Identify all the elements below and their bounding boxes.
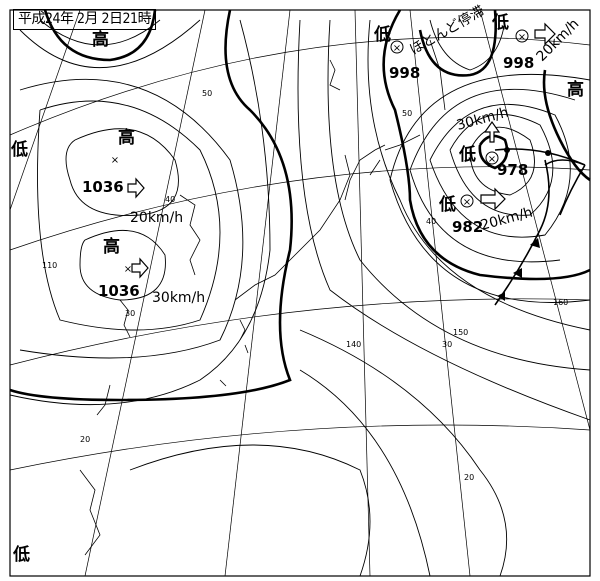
pressure-label: 998 bbox=[389, 64, 420, 82]
high-label: 高 bbox=[118, 127, 135, 148]
map-title: 平成24年 2月 2日21時 bbox=[13, 9, 157, 30]
low-label: 低 bbox=[438, 194, 456, 215]
svg-text:×: × bbox=[124, 264, 132, 275]
low-label: 低 bbox=[373, 24, 391, 45]
arrow-icon bbox=[480, 187, 506, 211]
low-label: 低 bbox=[458, 144, 476, 165]
pressure-label: 982 bbox=[452, 218, 483, 236]
svg-text:50: 50 bbox=[402, 109, 412, 118]
svg-text:×: × bbox=[488, 154, 496, 165]
speed-label: 30km/h bbox=[152, 290, 205, 306]
arrow-icon bbox=[127, 177, 145, 199]
svg-text:20: 20 bbox=[464, 473, 474, 482]
svg-text:150: 150 bbox=[453, 328, 468, 337]
high-label: 高 bbox=[567, 79, 584, 100]
svg-text:30: 30 bbox=[442, 340, 452, 349]
centre-markers: × × × × × × bbox=[111, 29, 529, 275]
pressure-label: 1036 bbox=[98, 282, 140, 300]
graticule-labels: 50 40 30 20 50 40 30 20 110 140 150 160 bbox=[42, 89, 568, 482]
low-label: 低 bbox=[12, 544, 30, 565]
speed-label: 20km/h bbox=[479, 205, 534, 234]
pressure-label: 1036 bbox=[82, 178, 124, 196]
speed-label: 30km/h bbox=[455, 105, 510, 134]
low-label: 低 bbox=[491, 12, 509, 33]
low-label: 低 bbox=[10, 139, 28, 160]
svg-text:30: 30 bbox=[125, 309, 135, 318]
svg-text:×: × bbox=[393, 43, 401, 54]
high-label: 高 bbox=[92, 29, 109, 50]
svg-text:140: 140 bbox=[346, 340, 361, 349]
occluded-front bbox=[494, 147, 586, 306]
bold-isobars bbox=[9, 9, 591, 402]
arrow-icon bbox=[131, 257, 149, 279]
svg-text:40: 40 bbox=[165, 195, 175, 204]
pressure-label: 978 bbox=[497, 161, 528, 179]
pressure-label: 998 bbox=[503, 54, 534, 72]
svg-text:20: 20 bbox=[80, 435, 90, 444]
graticule bbox=[9, 9, 591, 577]
svg-text:×: × bbox=[111, 155, 119, 166]
arrow-icon bbox=[483, 120, 501, 143]
map-frame bbox=[9, 9, 591, 577]
speed-label: 20km/h bbox=[130, 210, 183, 226]
svg-text:110: 110 bbox=[42, 261, 57, 270]
motion-arrows bbox=[127, 22, 556, 279]
arrow-icon bbox=[534, 22, 556, 46]
svg-text:×: × bbox=[463, 197, 471, 208]
isobars bbox=[9, 19, 591, 577]
svg-text:×: × bbox=[518, 32, 526, 43]
high-label: 高 bbox=[103, 236, 120, 257]
svg-text:40: 40 bbox=[426, 217, 436, 226]
svg-text:160: 160 bbox=[553, 298, 568, 307]
svg-text:50: 50 bbox=[202, 89, 212, 98]
system-labels: 高 高 1036 20km/h 高 1036 30km/h 高 低 低 998 … bbox=[10, 2, 584, 565]
